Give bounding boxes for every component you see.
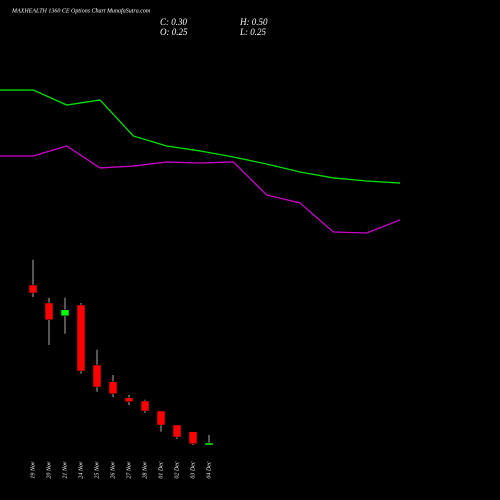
open-label: O: 0.25	[160, 27, 188, 37]
candle-body	[156, 410, 166, 426]
x-tick-label: 28 Nov	[142, 461, 148, 479]
candle-body	[44, 302, 54, 321]
candle-body	[92, 364, 102, 388]
x-tick-label: 26 Nov	[110, 461, 116, 479]
x-tick-label: 24 Nov	[77, 461, 84, 479]
candle-body	[124, 397, 134, 403]
x-tick-label: 21 Nov	[62, 461, 68, 479]
x-tick-label: 04 Dec	[205, 461, 212, 478]
candle-body	[60, 309, 70, 317]
candle-body	[108, 381, 118, 395]
x-tick-label: 03 Dec	[190, 461, 196, 478]
x-tick-label: 01 Dec	[158, 461, 164, 478]
chart-title: MAXHEALTH 1360 CE Options Chart MunafaSu…	[11, 7, 151, 14]
candle-body	[172, 424, 182, 438]
candle-body	[140, 400, 150, 412]
low-label: L: 0.25	[239, 27, 267, 37]
candle-body	[28, 284, 38, 294]
x-tick-label: 19 Nov	[30, 461, 36, 479]
high-label: H: 0.50	[239, 17, 268, 27]
x-tick-label: 20 Nov	[46, 461, 52, 479]
candle-body	[204, 442, 214, 446]
close-label: C: 0.30	[160, 17, 188, 27]
x-tick-label: 27 Nov	[126, 461, 132, 479]
indicator-line	[0, 145, 401, 234]
x-tick-label: 02 Dec	[174, 461, 180, 478]
candle-body	[76, 304, 86, 372]
candle-body	[188, 431, 198, 445]
x-tick-label: 25 Nov	[94, 461, 100, 479]
indicator-line	[0, 89, 401, 184]
